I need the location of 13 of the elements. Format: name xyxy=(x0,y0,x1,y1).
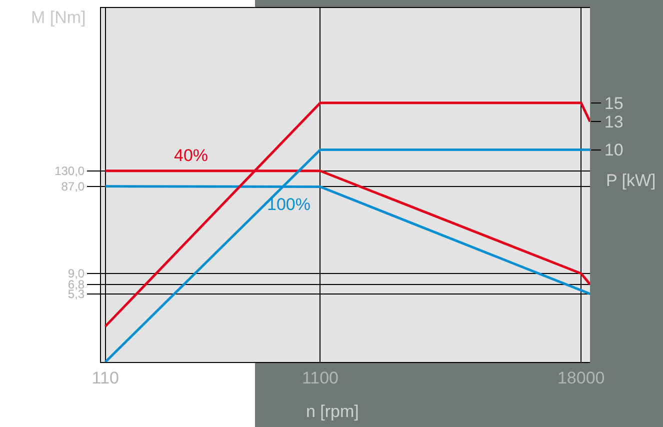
annotation: 40% xyxy=(174,146,208,165)
y2-tick-label: 13 xyxy=(604,112,624,132)
y-tick-label: 130,0 xyxy=(54,164,85,178)
x-tick-label: 18000 xyxy=(557,368,605,388)
x-tick-label: 110 xyxy=(92,368,119,388)
y2-tick-label: 15 xyxy=(604,94,624,113)
y2-tick-label: 10 xyxy=(604,140,624,160)
y-tick-label: 87,0 xyxy=(61,180,85,194)
y-tick-label: 9,0 xyxy=(68,266,85,281)
x-axis-title: n [rpm] xyxy=(306,402,359,421)
y2-axis-title: P [kW] xyxy=(606,171,656,190)
x-tick-label: 1100 xyxy=(302,368,339,388)
annotation: 100% xyxy=(267,195,310,214)
